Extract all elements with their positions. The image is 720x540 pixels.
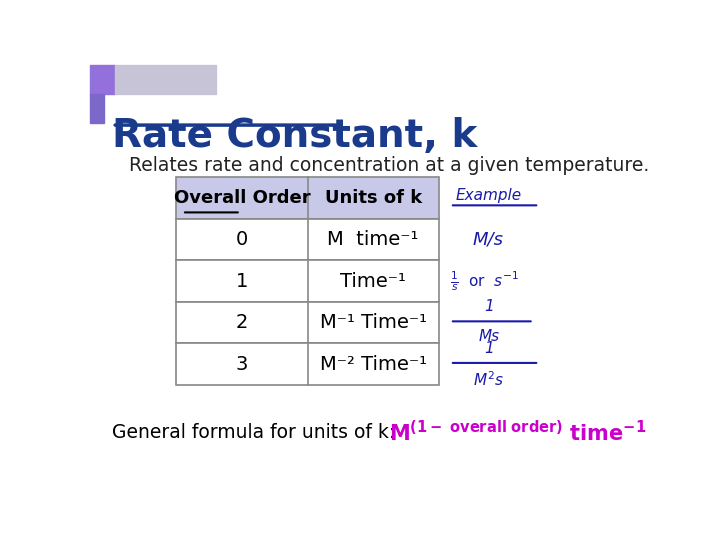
- Bar: [176, 219, 438, 260]
- Text: General formula for units of k:: General formula for units of k:: [112, 423, 408, 442]
- Bar: [176, 260, 438, 302]
- Text: $\mathit{\frac{1}{s}}$  or  $\mathit{s^{-1}}$: $\mathit{\frac{1}{s}}$ or $\mathit{s^{-1…: [450, 269, 519, 293]
- Text: 1: 1: [484, 299, 494, 314]
- Text: Overall Order: Overall Order: [174, 189, 310, 207]
- Text: $\mathbf{M}^{\mathbf{(1-\ overall\ order)}}\ \mathbf{time}^{\mathbf{-1}}$: $\mathbf{M}^{\mathbf{(1-\ overall\ order…: [389, 420, 646, 445]
- Bar: [90, 94, 104, 123]
- Text: 0: 0: [236, 230, 248, 249]
- Text: M  time⁻¹: M time⁻¹: [328, 230, 419, 249]
- Text: 1: 1: [484, 341, 494, 356]
- Bar: [176, 302, 438, 343]
- Text: 3: 3: [236, 355, 248, 374]
- Text: M/s: M/s: [472, 231, 503, 248]
- Bar: [176, 177, 438, 219]
- Text: Example: Example: [456, 188, 521, 203]
- Text: Units of k: Units of k: [325, 189, 422, 207]
- Text: 2: 2: [236, 313, 248, 332]
- Bar: [115, 65, 215, 94]
- Bar: [90, 65, 115, 94]
- Text: Relates rate and concentration at a given temperature.: Relates rate and concentration at a give…: [129, 156, 649, 176]
- Text: M⁻² Time⁻¹: M⁻² Time⁻¹: [320, 355, 427, 374]
- Text: Ms: Ms: [478, 329, 500, 344]
- Text: $\mathit{M^2s}$: $\mathit{M^2s}$: [473, 370, 505, 389]
- Text: Time⁻¹: Time⁻¹: [341, 272, 406, 291]
- Text: 1: 1: [236, 272, 248, 291]
- Text: Rate Constant, k: Rate Constant, k: [112, 117, 477, 155]
- Text: M⁻¹ Time⁻¹: M⁻¹ Time⁻¹: [320, 313, 427, 332]
- Bar: [176, 343, 438, 385]
